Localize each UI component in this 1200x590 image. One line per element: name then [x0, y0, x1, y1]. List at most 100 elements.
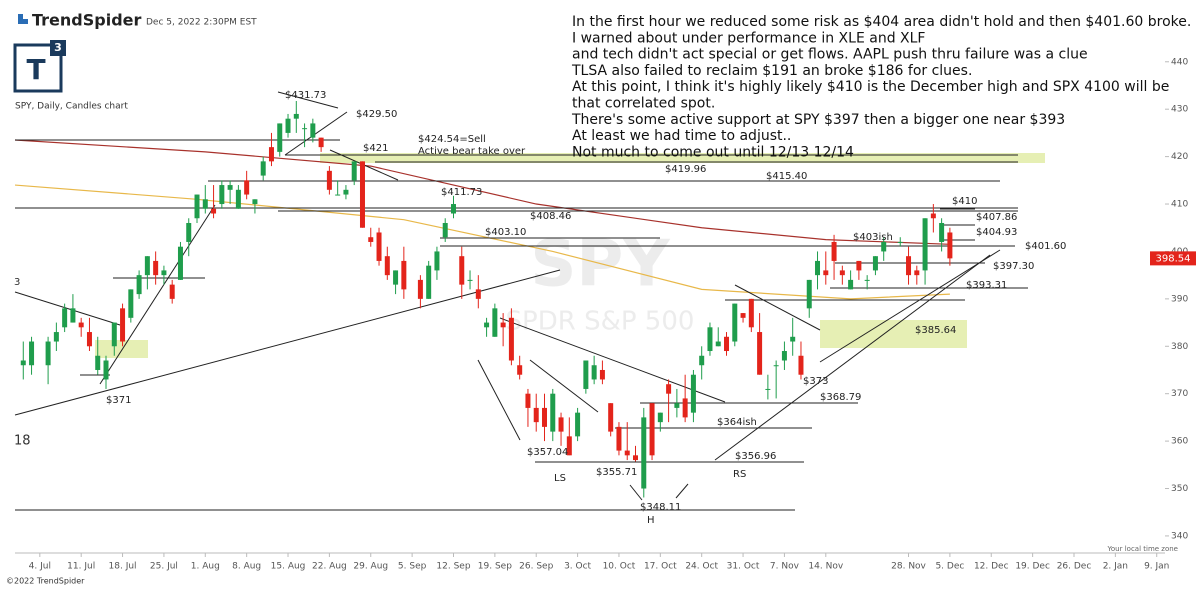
- candle-body: [70, 308, 76, 323]
- candle-body: [599, 369, 605, 380]
- annotation: $411.73: [441, 187, 482, 198]
- price-tag: [1150, 251, 1196, 266]
- candle-body: [649, 403, 655, 456]
- candle-body: [616, 426, 622, 451]
- drawing-line: [99, 204, 216, 385]
- x-tick-label: 19. Dec: [1015, 562, 1050, 572]
- annotation: $364ish: [717, 417, 757, 428]
- candle-body: [384, 256, 390, 276]
- x-tick-label: 26. Sep: [519, 562, 553, 572]
- candle-body: [947, 232, 953, 259]
- candle-body: [566, 436, 572, 456]
- x-tick-label: 17. Oct: [644, 562, 677, 572]
- brand-icon: [18, 14, 28, 24]
- candle-body: [103, 360, 109, 380]
- candle-body: [790, 336, 796, 342]
- candle-body: [550, 393, 556, 432]
- annotation: $397.30: [993, 261, 1034, 272]
- drawing-line: [714, 254, 991, 461]
- chart-label: SPY, Daily, Candles chart: [15, 102, 128, 112]
- y-tick-label: 340: [1171, 531, 1188, 541]
- candle-body: [922, 218, 928, 271]
- candle-body: [657, 412, 663, 423]
- candle-body: [268, 147, 274, 162]
- candle-body: [872, 256, 878, 271]
- x-tick-label: 25. Jul: [150, 562, 178, 572]
- annotation: $357.04: [527, 447, 568, 458]
- logo-badge: [50, 40, 66, 56]
- annotation: $421: [363, 143, 388, 154]
- drawing-line: [734, 284, 821, 331]
- candle-body: [95, 355, 101, 370]
- note-line: Not much to come out until 12/13 12/14: [572, 144, 854, 160]
- candle-body: [748, 298, 754, 328]
- candle-body: [310, 123, 316, 138]
- annotation: $431.73: [285, 90, 326, 101]
- y-tick-label: 380: [1171, 342, 1188, 352]
- candle-body: [29, 341, 35, 366]
- x-tick-label: 15. Aug: [271, 562, 306, 572]
- candle-body: [682, 398, 688, 418]
- watermark: SPY: [530, 228, 670, 302]
- x-tick-label: 26. Dec: [1057, 562, 1092, 572]
- candle-body: [508, 317, 514, 361]
- annotation: $408.46: [530, 211, 571, 222]
- annotation: $373: [803, 376, 828, 387]
- x-tick-label: 22. Aug: [312, 562, 347, 572]
- candle-body: [533, 407, 539, 423]
- note-line: At this point, I think it's highly likel…: [572, 79, 1169, 95]
- candle-body: [53, 332, 59, 342]
- x-tick-label: 18. Jul: [109, 562, 137, 572]
- candle-body: [848, 279, 854, 290]
- candle-body: [211, 208, 217, 214]
- candle-body: [335, 194, 341, 196]
- candle-body: [583, 360, 589, 389]
- candle-body: [417, 279, 423, 299]
- timezone-note: Your local time zone: [1107, 545, 1178, 553]
- candle-body: [459, 256, 465, 285]
- x-tick-label: 28. Nov: [891, 562, 926, 572]
- note-line: and tech didn't act special or get flows…: [572, 47, 1088, 63]
- drawing-line: [477, 359, 521, 441]
- plot: 3403503603703803904004104204304404. Jul1…: [14, 57, 1188, 572]
- note-line: In the first hour we reduced some risk a…: [572, 14, 1191, 30]
- note-line: There's some active support at SPY $397 …: [571, 112, 1065, 128]
- highlight-zone: [820, 320, 967, 348]
- x-tick-label: 5. Dec: [935, 562, 964, 572]
- footer: ©2022 TrendSpider: [6, 577, 85, 586]
- candle-body: [235, 189, 241, 209]
- x-tick-label: 5. Sep: [398, 562, 427, 572]
- y-tick-label: 440: [1171, 57, 1188, 67]
- candle-body: [368, 237, 374, 242]
- annotation: $401.60: [1025, 241, 1066, 252]
- candle-body: [434, 251, 440, 271]
- drawing-line: [14, 291, 121, 326]
- moving-average: [14, 139, 950, 245]
- candle-body: [608, 403, 614, 432]
- timestamp: Dec 5, 2022 2:30PM EST: [146, 18, 257, 28]
- candle-body: [343, 189, 349, 195]
- logo-letter: T: [26, 53, 45, 86]
- candle-body: [450, 204, 456, 214]
- annotation: $348.11: [640, 502, 681, 513]
- annotation: $403.10: [485, 227, 526, 238]
- candle-body: [45, 341, 51, 366]
- candle-body: [78, 322, 84, 328]
- annotation: $429.50: [356, 109, 397, 120]
- x-tick-label: 14. Nov: [808, 562, 843, 572]
- annotation: H: [647, 515, 655, 526]
- x-tick-label: 10. Oct: [603, 562, 636, 572]
- logo-badge-text: 3: [54, 41, 62, 54]
- candle-body: [781, 351, 787, 361]
- candle-body: [757, 332, 763, 375]
- annotation: $368.79: [820, 392, 861, 403]
- edge-label: 18: [14, 434, 31, 449]
- candle-body: [707, 327, 713, 352]
- candle-body: [393, 270, 399, 285]
- candle-body: [401, 260, 407, 290]
- candle-body: [823, 270, 829, 276]
- annotation: $403ish: [853, 232, 893, 243]
- note-line: TLSA also failed to reclaim $191 an brok…: [571, 63, 972, 79]
- candle-body: [252, 199, 258, 205]
- y-tick-label: 370: [1171, 389, 1188, 399]
